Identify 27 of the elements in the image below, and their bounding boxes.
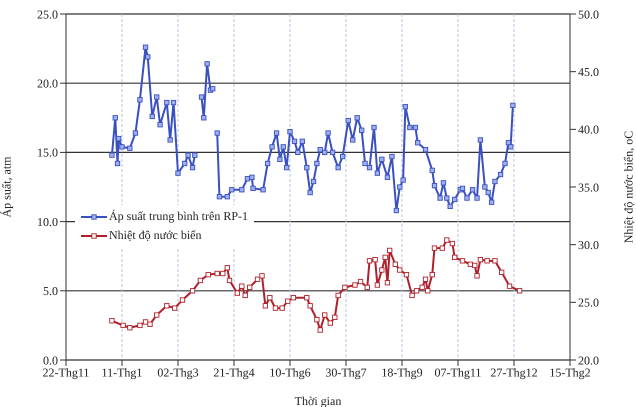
- y2-tick-label: 30.0: [578, 238, 599, 252]
- x-tick-label: 27-Thg12: [490, 366, 538, 380]
- x-tick-label: 10-Thg6: [269, 366, 311, 380]
- y2-tick-label: 40.0: [578, 122, 599, 137]
- y2-tick-label: 45.0: [578, 64, 599, 79]
- y2-tick-label: 20.0: [578, 353, 599, 368]
- y-tick-label: 20.0: [37, 76, 58, 90]
- x-tick-label: 18-Thg9: [381, 366, 423, 380]
- y-tick-label: 25.0: [37, 7, 58, 22]
- x-tick-label: 22-Thg11: [42, 366, 90, 380]
- legend-label: Nhiệt độ nước biển: [109, 228, 202, 243]
- y-tick-label: 5.0: [43, 284, 58, 298]
- legend-label: Áp suất trung bình trên RP-1: [109, 209, 248, 224]
- y-axis-title: Áp suất, atm: [0, 156, 14, 218]
- x-tick-label: 30-Thg7: [325, 366, 367, 380]
- x-tick-label: 07-Thg11: [434, 366, 482, 380]
- y2-axis-title: Nhiệt độ nước biển, oC: [621, 130, 636, 244]
- y-tick-label: 0.0: [43, 353, 58, 368]
- y2-tick-label: 25.0: [578, 296, 599, 310]
- x-tick-label: 21-Thg4: [213, 366, 255, 380]
- y-tick-label: 15.0: [37, 146, 58, 160]
- x-tick-label: 15-Thg2: [549, 366, 591, 380]
- x-tick-label: 11-Thg1: [102, 366, 142, 380]
- x-tick-label: 02-Thg3: [157, 366, 199, 380]
- y-tick-label: 10.0: [37, 214, 58, 229]
- y2-tick-label: 50.0: [578, 7, 599, 22]
- y2-tick-label: 35.0: [578, 180, 599, 194]
